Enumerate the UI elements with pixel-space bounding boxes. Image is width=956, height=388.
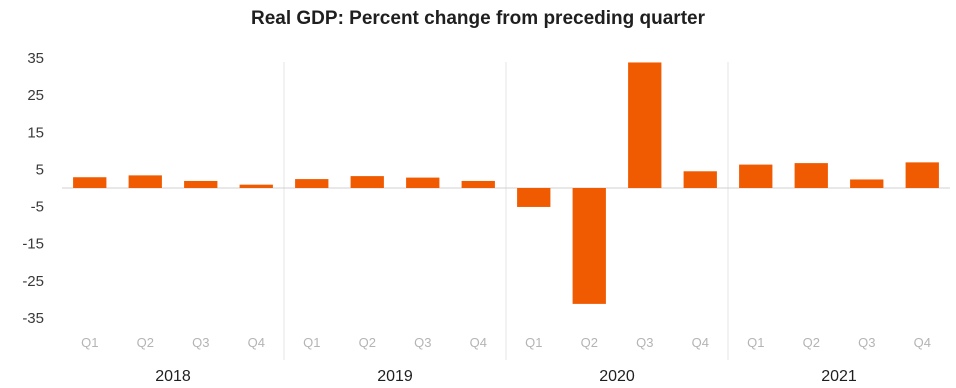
bar <box>184 180 218 188</box>
x-tick-label: Q1 <box>747 335 764 350</box>
bar <box>350 176 384 188</box>
x-tick-label: Q3 <box>636 335 653 350</box>
x-tick-label: Q2 <box>803 335 820 350</box>
x-tick-label: Q3 <box>414 335 431 350</box>
y-tick-label: 35 <box>27 50 44 67</box>
x-group-label: 2018 <box>155 368 191 385</box>
bar <box>683 171 717 188</box>
chart-title: Real GDP: Percent change from preceding … <box>250 8 705 29</box>
x-tick-label: Q4 <box>470 335 487 350</box>
y-tick-label: -5 <box>31 199 44 216</box>
x-tick-label: Q2 <box>581 335 598 350</box>
bar <box>461 180 495 188</box>
x-tick-label: Q2 <box>137 335 154 350</box>
y-tick-label: 15 <box>27 124 44 141</box>
bar <box>739 164 773 188</box>
bar <box>905 162 939 188</box>
bar <box>517 188 551 207</box>
bar <box>572 188 606 304</box>
y-tick-label: 5 <box>36 161 44 178</box>
x-group-label: 2019 <box>377 368 413 385</box>
x-tick-label: Q1 <box>525 335 542 350</box>
bar <box>73 177 107 188</box>
x-tick-label: Q3 <box>858 335 875 350</box>
x-group-label: 2020 <box>599 368 635 385</box>
bar <box>850 179 884 188</box>
bar <box>628 62 662 189</box>
y-tick-label: -15 <box>22 236 44 253</box>
x-tick-label: Q4 <box>248 335 265 350</box>
bar <box>794 163 828 188</box>
y-tick-label: 25 <box>27 87 44 104</box>
x-tick-label: Q1 <box>81 335 98 350</box>
y-tick-label: -25 <box>22 273 44 290</box>
bar <box>128 175 162 188</box>
bar <box>239 184 273 188</box>
x-tick-label: Q1 <box>303 335 320 350</box>
x-group-label: 2021 <box>821 368 857 385</box>
bar <box>406 177 440 188</box>
y-tick-label: -35 <box>22 310 44 327</box>
x-tick-label: Q3 <box>192 335 209 350</box>
x-tick-label: Q4 <box>692 335 709 350</box>
bar <box>295 179 329 188</box>
x-tick-label: Q4 <box>914 335 931 350</box>
x-tick-label: Q2 <box>359 335 376 350</box>
